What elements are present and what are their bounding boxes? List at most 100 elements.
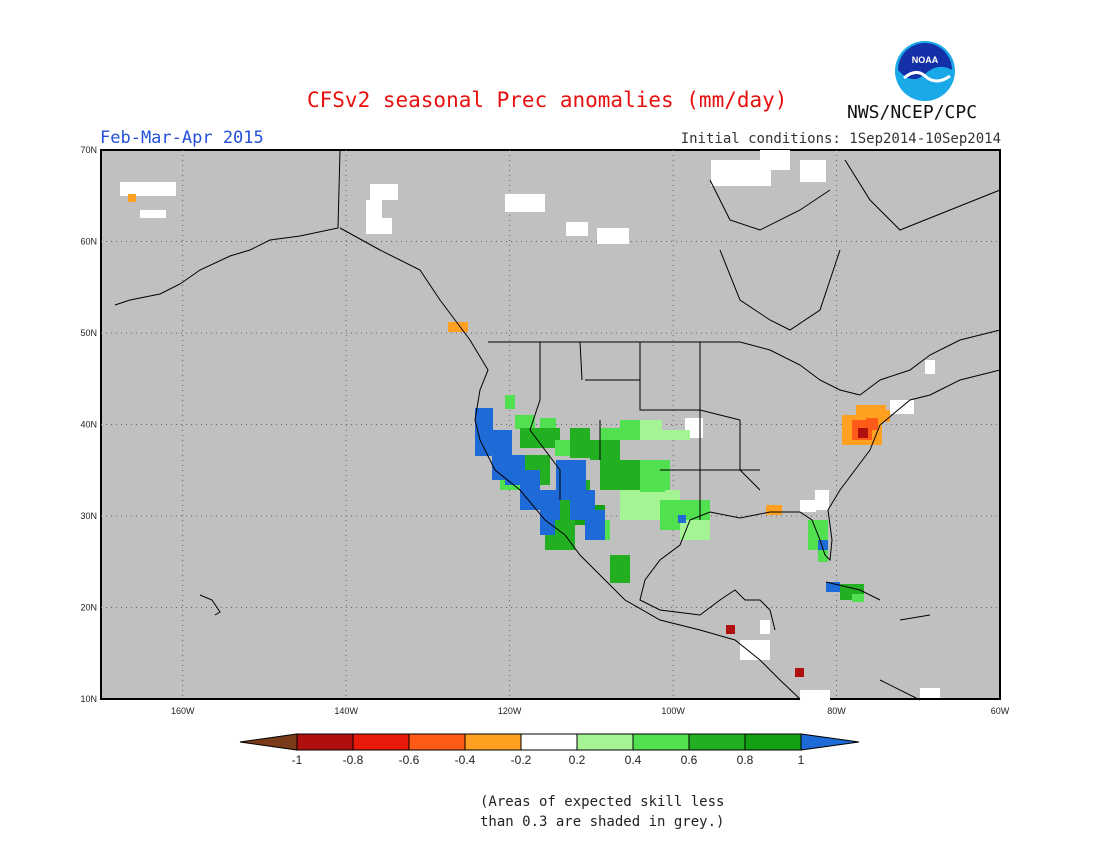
anomaly-cell — [620, 420, 640, 440]
anomaly-cell — [540, 490, 560, 520]
anomaly-cell — [640, 480, 665, 492]
coastline-path — [689, 369, 1001, 562]
anomaly-cell — [540, 418, 556, 428]
anomaly-cell — [610, 555, 630, 583]
colorbar-segment — [464, 733, 522, 751]
coastline-path — [719, 249, 841, 331]
coastline-path — [825, 581, 881, 601]
anomaly-cell — [800, 160, 826, 182]
coastline-path — [114, 149, 341, 306]
anomaly-cell — [520, 470, 540, 510]
colorbar-segment — [688, 733, 746, 751]
colorbar-tick-label: 1 — [798, 753, 805, 767]
anomaly-cell — [448, 322, 468, 332]
skill-note: (Areas of expected skill less than 0.3 a… — [480, 792, 724, 832]
anomaly-cell — [505, 395, 515, 409]
lat-label: 60N — [80, 237, 97, 247]
colorbar-arrow-left — [239, 733, 298, 751]
skill-note-line-2: than 0.3 are shaded in grey.) — [480, 814, 725, 830]
colorbar — [239, 733, 860, 751]
anomaly-cell — [818, 548, 828, 562]
coastline-path — [585, 379, 741, 421]
coastline-path — [709, 179, 831, 231]
coastline-path — [859, 329, 1001, 396]
lat-label: 50N — [80, 328, 97, 338]
anomaly-cell — [815, 490, 829, 510]
colorbar-tick-label: -1 — [292, 753, 303, 767]
coastline-path — [339, 227, 801, 700]
coastlines — [114, 149, 1001, 701]
colorbar-tick-label: 0.8 — [737, 753, 754, 767]
lat-label: 10N — [80, 694, 97, 704]
colorbar-tick-label: -0.6 — [399, 753, 420, 767]
coastline-path — [199, 594, 221, 616]
anomaly-cell — [766, 505, 782, 515]
anomaly-cell — [760, 150, 790, 170]
longitude-labels: 160W 140W 120W 100W 80W 60W — [171, 706, 1010, 716]
anomaly-cell — [660, 430, 690, 440]
anomaly-cell — [760, 620, 770, 634]
anomaly-cell — [505, 194, 545, 212]
lat-label: 20N — [80, 603, 97, 613]
colorbar-tick-label: -0.8 — [343, 753, 364, 767]
colorbar-tick-label: 0.4 — [625, 753, 642, 767]
anomaly-cell — [800, 690, 830, 700]
anomaly-cell — [540, 515, 555, 535]
anomaly-cell — [475, 408, 493, 456]
anomaly-cell — [366, 218, 392, 234]
anomaly-cell — [858, 428, 868, 438]
anomaly-cell — [120, 182, 176, 196]
season-label: Feb-Mar-Apr 2015 — [100, 128, 264, 148]
anomaly-cell — [566, 222, 588, 236]
anomaly-cell — [795, 668, 804, 677]
anomaly-cell — [678, 515, 686, 523]
anomaly-cell — [925, 360, 935, 374]
colorbar-tick-label: 0.2 — [569, 753, 586, 767]
colorbar-segment — [520, 733, 578, 751]
colorbar-arrow-right — [800, 733, 860, 751]
anomaly-cell — [366, 200, 382, 220]
colorbar-segment — [408, 733, 466, 751]
anomaly-cell — [826, 582, 840, 592]
lon-label: 60W — [991, 706, 1010, 716]
anomaly-cell — [920, 688, 940, 698]
colorbar-tick-label: 0.6 — [681, 753, 698, 767]
agency-label: NWS/NCEP/CPC — [847, 102, 978, 123]
coastline-path — [488, 341, 861, 396]
anomaly-cell — [876, 410, 890, 422]
anomaly-cell — [585, 510, 605, 540]
coastline-path — [529, 342, 561, 500]
colorbar-segment — [744, 733, 802, 751]
anomaly-cell — [128, 194, 136, 202]
colorbar-segment — [352, 733, 410, 751]
lon-label: 80W — [827, 706, 846, 716]
lon-label: 160W — [171, 706, 195, 716]
lon-label: 120W — [498, 706, 522, 716]
latitude-labels: 70N 60N 50N 40N 30N 20N 10N — [80, 145, 97, 704]
colorbar-tick-label: -0.2 — [511, 753, 532, 767]
anomaly-cell — [800, 500, 816, 512]
colorbar-tick-label: -0.4 — [455, 753, 476, 767]
initial-conditions: Initial conditions: 1Sep2014-10Sep2014 — [680, 131, 1001, 147]
anomaly-cell — [590, 440, 620, 460]
anomaly-cell — [597, 228, 629, 244]
colorbar-segment — [296, 733, 354, 751]
anomaly-cell — [818, 540, 828, 550]
anomaly-cell — [740, 640, 770, 660]
lat-label: 30N — [80, 511, 97, 521]
lon-label: 100W — [661, 706, 685, 716]
coastline-path — [579, 341, 583, 381]
anomaly-cell — [515, 415, 535, 429]
coastline-path — [844, 159, 1001, 231]
anomaly-cell — [520, 428, 560, 448]
anomaly-cell — [866, 418, 878, 430]
lat-label: 70N — [80, 145, 97, 155]
lon-label: 140W — [334, 706, 358, 716]
colorbar-segment — [576, 733, 634, 751]
anomaly-cell — [570, 428, 590, 458]
anomaly-cell — [600, 428, 620, 440]
skill-note-line-1: (Areas of expected skill less — [480, 794, 725, 810]
anomaly-cell — [600, 460, 640, 490]
coastline-path — [899, 614, 931, 621]
